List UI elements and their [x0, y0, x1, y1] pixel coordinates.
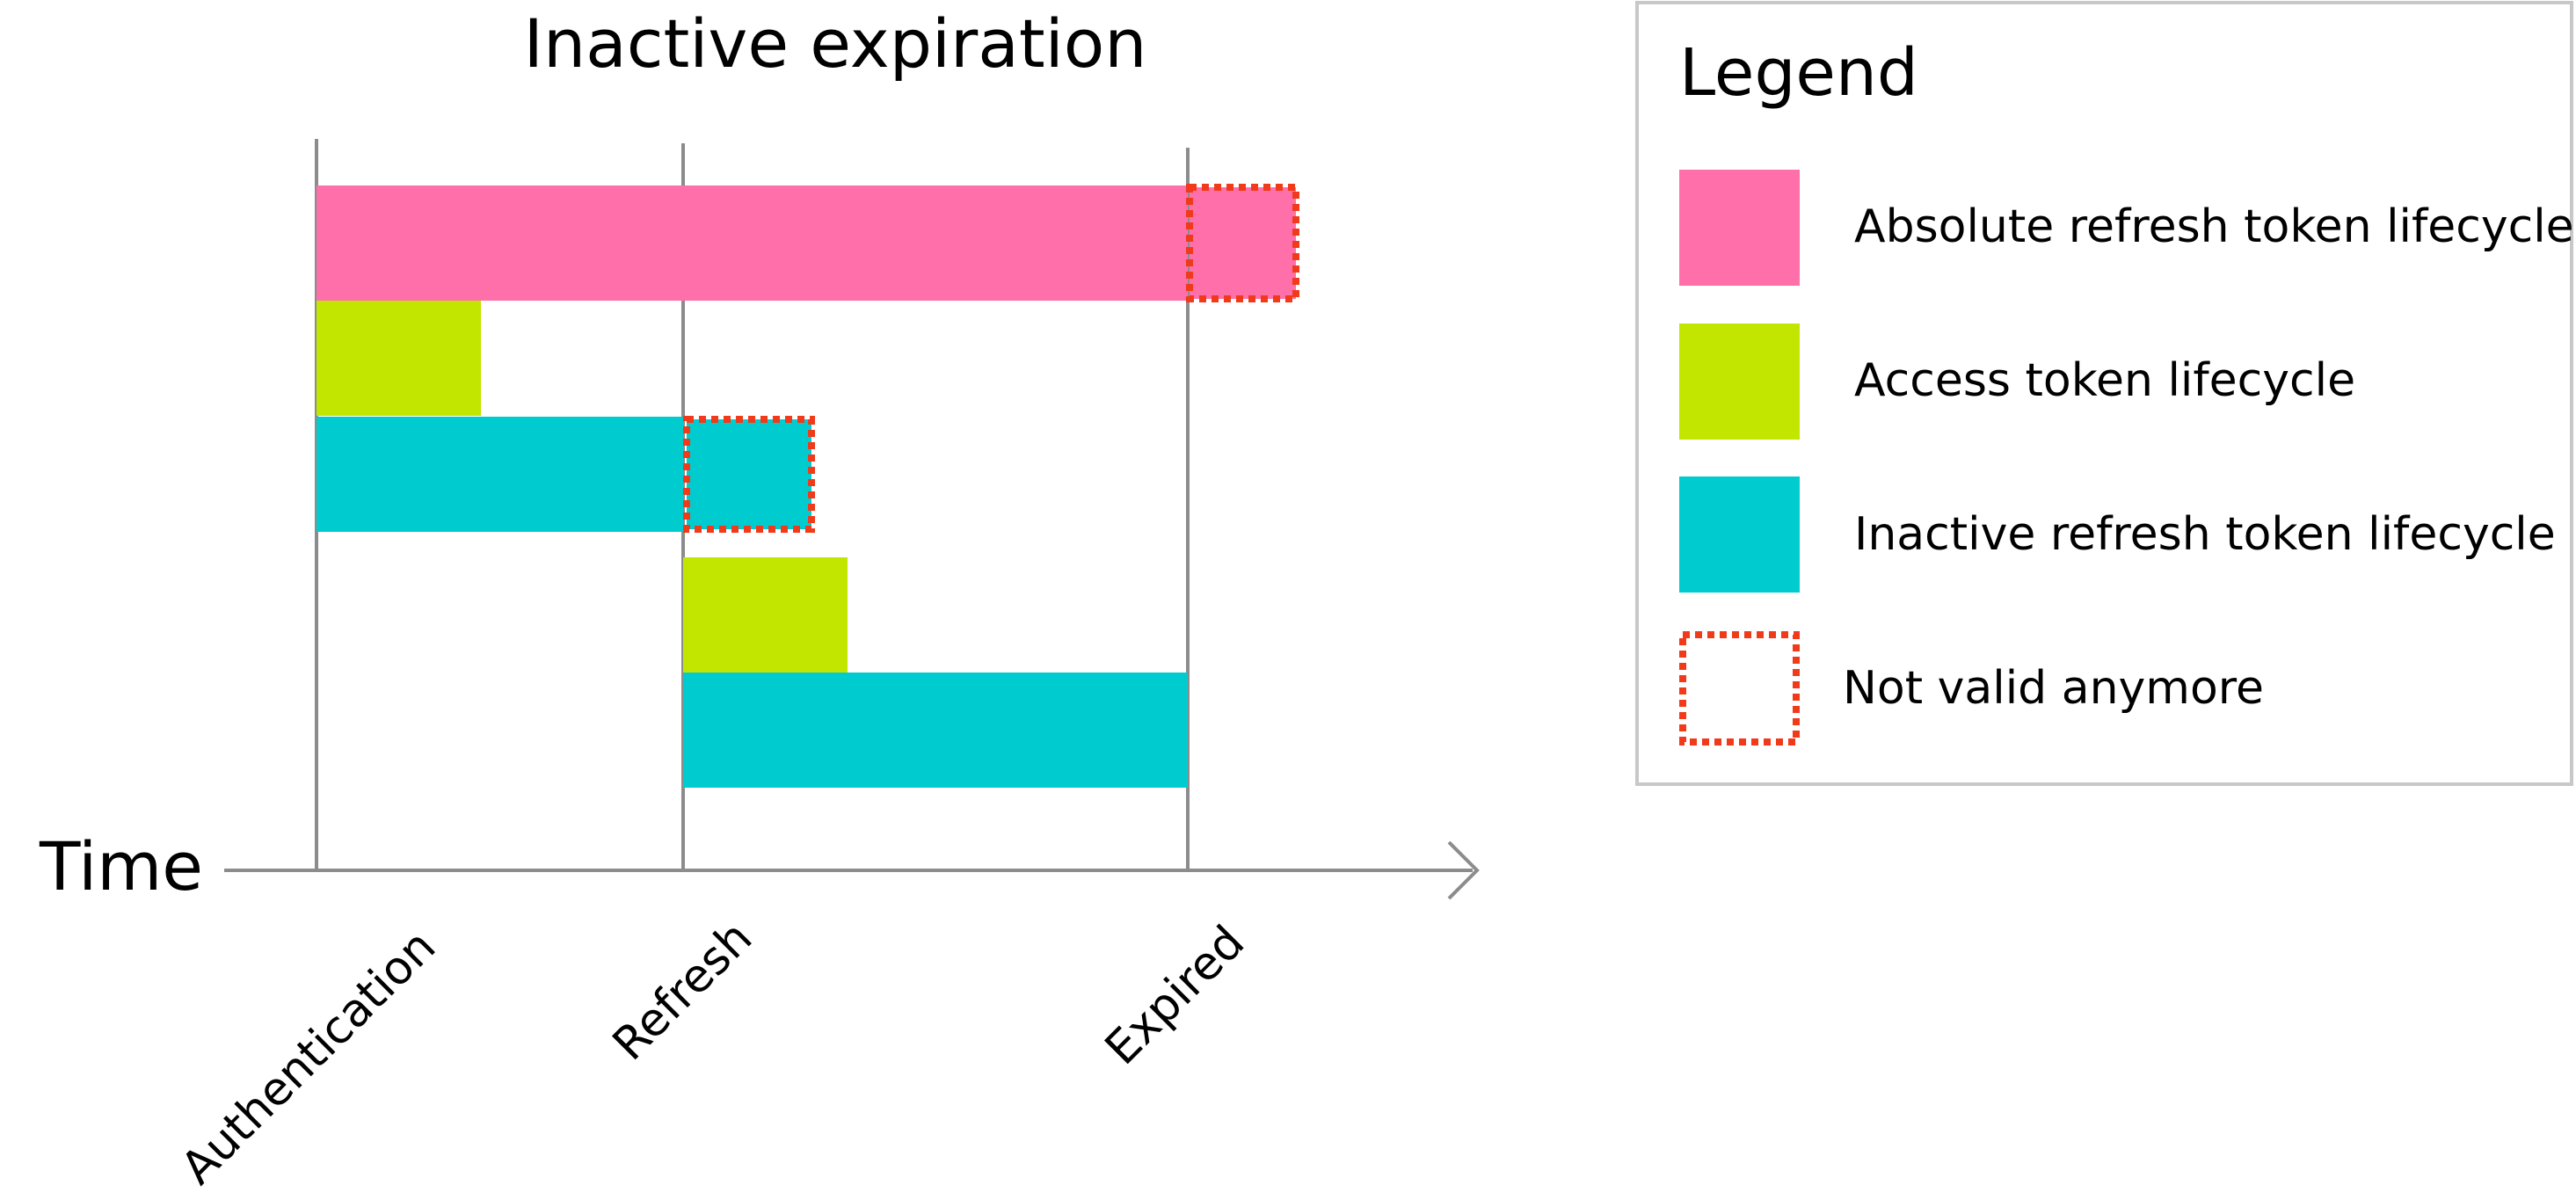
- event-label-authentication: Authentication: [171, 920, 446, 1195]
- absolute-refresh-token-bar: [317, 185, 1188, 301]
- legend-swatch-inactive: [1679, 476, 1800, 593]
- access-token-bar-1: [317, 301, 481, 416]
- inactive-invalid-outline: [683, 416, 815, 533]
- legend-label-absolute: Absolute refresh token lifecycle: [1854, 200, 2574, 253]
- absolute-invalid-outline: [1186, 184, 1299, 302]
- legend-swatch-absolute: [1679, 170, 1800, 286]
- legend-title: Legend: [1679, 35, 1918, 111]
- event-label-expired: Expired: [1095, 916, 1255, 1075]
- inactive-refresh-token-bar-2: [683, 673, 1188, 788]
- inactive-refresh-token-invalid-segment: [687, 419, 811, 529]
- legend-swatch-access: [1679, 324, 1800, 440]
- inactive-refresh-token-bar-1: [317, 417, 683, 532]
- legend-label-access: Access token lifecycle: [1854, 354, 2355, 407]
- event-label-refresh: Refresh: [603, 912, 762, 1071]
- legend-label-inactive: Inactive refresh token lifecycle: [1854, 508, 2556, 561]
- diagram-title: Inactive expiration: [524, 4, 1147, 83]
- time-axis-label: Time: [39, 827, 203, 905]
- time-axis-arrowhead: [1447, 840, 1480, 900]
- access-token-bar-2: [683, 557, 848, 673]
- legend-label-invalid: Not valid anymore: [1843, 662, 2264, 715]
- absolute-refresh-token-invalid-segment: [1190, 187, 1296, 299]
- legend-swatch-invalid: [1679, 631, 1800, 745]
